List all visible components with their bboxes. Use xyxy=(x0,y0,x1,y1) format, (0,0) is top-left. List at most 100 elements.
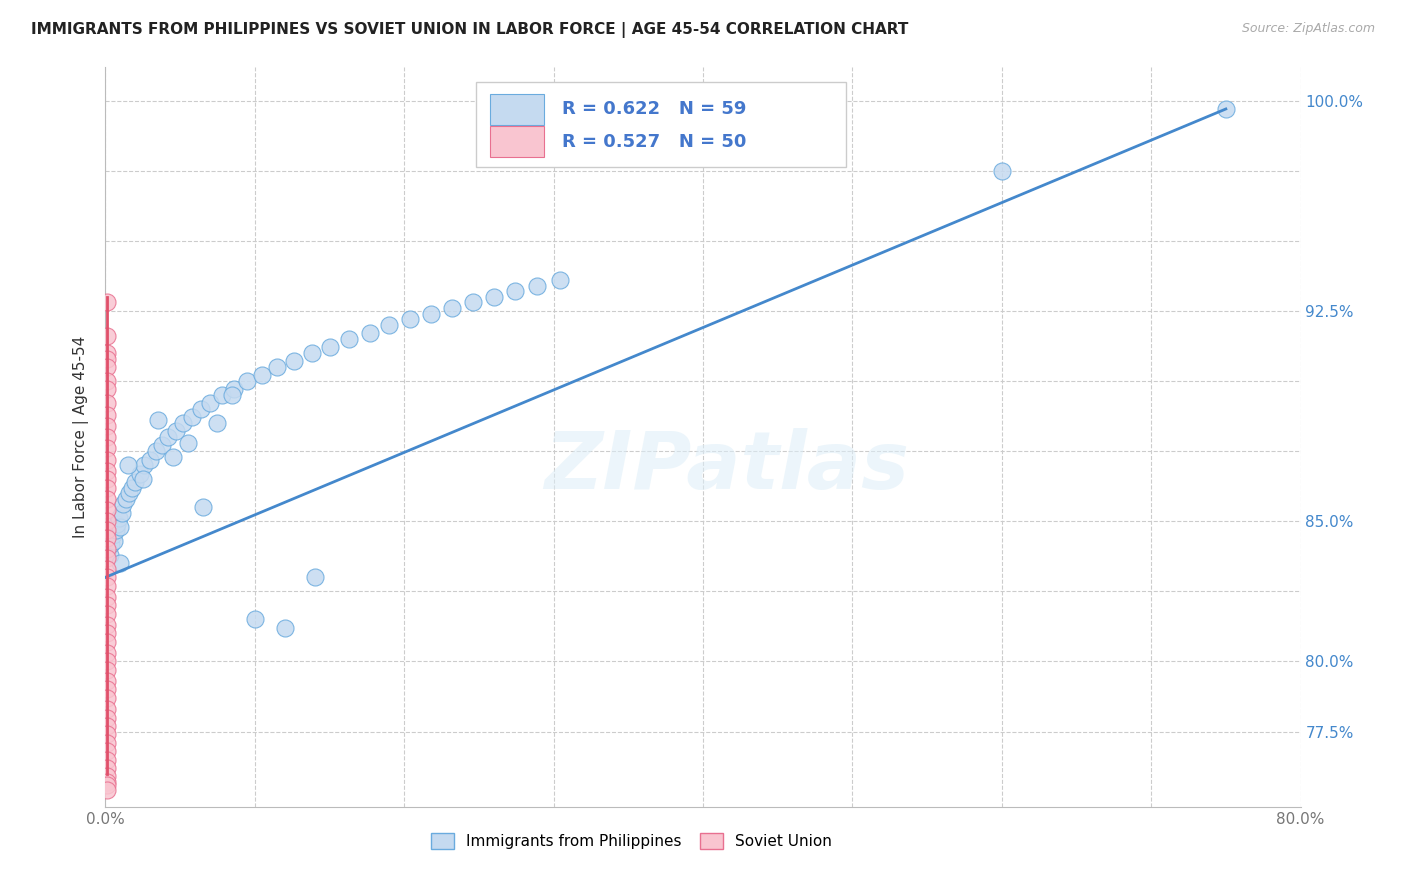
Point xyxy=(96,523,118,537)
Point xyxy=(526,278,548,293)
Point xyxy=(96,430,118,444)
Point xyxy=(96,607,118,621)
Point xyxy=(98,548,121,562)
Point xyxy=(110,520,132,534)
Point xyxy=(96,626,118,640)
Point xyxy=(96,579,118,593)
Point xyxy=(108,511,131,525)
Point xyxy=(96,761,118,775)
Text: IMMIGRANTS FROM PHILIPPINES VS SOVIET UNION IN LABOR FORCE | AGE 45-54 CORRELATI: IMMIGRANTS FROM PHILIPPINES VS SOVIET UN… xyxy=(31,22,908,38)
Point xyxy=(96,542,118,557)
Point xyxy=(134,458,156,472)
Point xyxy=(121,481,143,495)
Point xyxy=(96,472,118,486)
Point xyxy=(441,301,464,315)
Point xyxy=(96,590,118,604)
Point xyxy=(96,503,118,517)
Point xyxy=(243,612,266,626)
Point xyxy=(211,388,233,402)
FancyBboxPatch shape xyxy=(491,126,544,157)
Text: Source: ZipAtlas.com: Source: ZipAtlas.com xyxy=(1241,22,1375,36)
Point xyxy=(301,346,323,360)
Point xyxy=(96,646,118,660)
Point xyxy=(96,491,118,506)
Point xyxy=(399,312,422,326)
Point xyxy=(273,621,295,635)
Point xyxy=(359,326,381,341)
Point xyxy=(124,475,146,489)
Point xyxy=(304,570,326,584)
Point xyxy=(96,775,118,789)
Point xyxy=(128,467,150,481)
Point xyxy=(104,523,127,537)
Point xyxy=(96,514,118,528)
Text: R = 0.527   N = 50: R = 0.527 N = 50 xyxy=(562,133,747,151)
Point xyxy=(96,396,118,410)
Point xyxy=(96,570,118,584)
Point xyxy=(162,450,184,464)
Point xyxy=(96,690,118,705)
Point xyxy=(100,536,122,550)
Point xyxy=(96,418,118,433)
Point xyxy=(236,374,259,388)
Point xyxy=(503,285,526,299)
Point xyxy=(96,663,118,677)
Point xyxy=(96,383,118,397)
Point xyxy=(252,368,274,383)
Point xyxy=(96,736,118,750)
Point xyxy=(96,351,118,366)
Legend: Immigrants from Philippines, Soviet Union: Immigrants from Philippines, Soviet Unio… xyxy=(425,827,838,855)
Point xyxy=(548,273,571,287)
Text: ZIPatlas: ZIPatlas xyxy=(544,427,910,506)
Point xyxy=(132,472,155,486)
Point xyxy=(96,464,118,478)
Point xyxy=(420,307,443,321)
Point xyxy=(96,408,118,422)
Point xyxy=(150,438,173,452)
Point xyxy=(115,491,138,506)
Point xyxy=(101,528,124,542)
FancyBboxPatch shape xyxy=(491,94,544,125)
Point xyxy=(96,710,118,724)
Point xyxy=(96,744,118,758)
Point xyxy=(337,332,360,346)
Point xyxy=(181,410,204,425)
Point xyxy=(96,655,118,669)
Point xyxy=(96,452,118,467)
Point xyxy=(96,727,118,741)
Point xyxy=(96,769,118,783)
Point xyxy=(96,346,118,360)
Point xyxy=(266,359,288,374)
Point xyxy=(96,295,118,310)
Point xyxy=(139,452,162,467)
Point xyxy=(221,388,243,402)
Point xyxy=(110,556,132,570)
Point xyxy=(165,425,187,439)
Point xyxy=(96,702,118,716)
Point xyxy=(1215,102,1237,116)
Text: R = 0.622   N = 59: R = 0.622 N = 59 xyxy=(562,100,747,118)
Point xyxy=(118,486,141,500)
Point xyxy=(318,340,340,354)
Point xyxy=(96,359,118,374)
Point xyxy=(145,444,167,458)
Point xyxy=(112,497,135,511)
Y-axis label: In Labor Force | Age 45-54: In Labor Force | Age 45-54 xyxy=(73,336,90,538)
Point xyxy=(96,442,118,456)
Point xyxy=(96,753,118,767)
Point xyxy=(191,500,214,515)
Point xyxy=(96,719,118,733)
Point xyxy=(96,599,118,613)
Point xyxy=(207,416,229,430)
Point xyxy=(96,374,118,388)
Point xyxy=(482,290,505,304)
Point xyxy=(96,562,118,576)
Point xyxy=(172,416,194,430)
Point xyxy=(461,295,484,310)
Point xyxy=(157,430,180,444)
Point xyxy=(990,163,1012,178)
Point xyxy=(107,516,129,531)
Point xyxy=(96,481,118,495)
Point xyxy=(111,506,134,520)
Point xyxy=(176,435,198,450)
